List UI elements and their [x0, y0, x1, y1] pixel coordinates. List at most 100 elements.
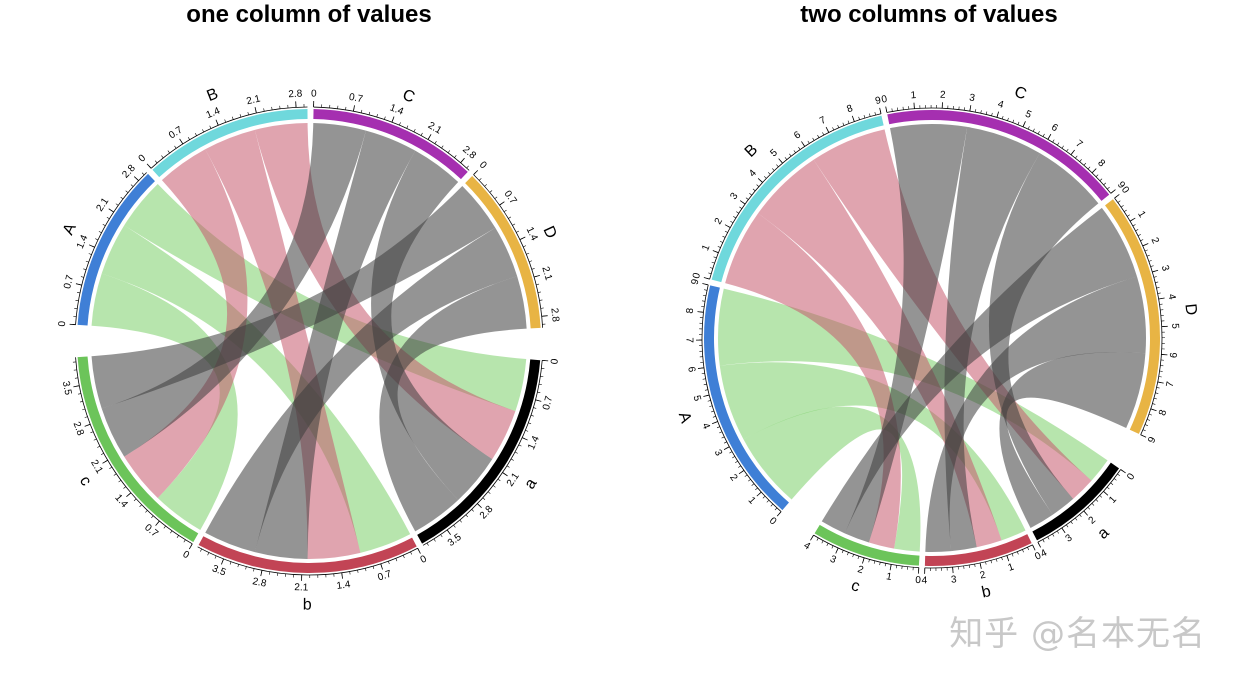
major-tick	[1091, 168, 1097, 174]
major-tick	[738, 470, 745, 475]
tick-label: 4	[1039, 547, 1049, 560]
major-tick	[756, 491, 762, 497]
tick-label: 1	[746, 495, 758, 507]
minor-tick	[1148, 413, 1152, 416]
tick-label: 4	[996, 99, 1005, 111]
sector-arc-D	[465, 176, 541, 329]
minor-tick	[703, 383, 707, 386]
tick-label: 2.8	[288, 88, 303, 100]
tick-label: 2	[940, 90, 946, 101]
tick-label: 1	[700, 243, 712, 253]
link-C-b	[944, 126, 1040, 552]
link-D-b	[925, 276, 1146, 552]
minor-tick	[991, 112, 993, 116]
tick-label: 6	[685, 366, 697, 373]
tick-label: 2.8	[71, 420, 86, 437]
minor-tick	[139, 504, 142, 507]
tick-label: 6	[1049, 122, 1060, 135]
minor-tick	[1152, 403, 1156, 405]
minor-tick	[874, 112, 876, 116]
tick-label: 3	[1064, 532, 1075, 544]
link-D-b	[205, 227, 518, 553]
major-tick	[1022, 121, 1026, 127]
major-tick	[353, 105, 355, 112]
sector-axis-B	[709, 113, 882, 280]
major-tick	[851, 115, 855, 122]
tick-label: 0	[881, 94, 889, 106]
minor-tick	[1153, 276, 1157, 278]
tick-label: 7	[683, 337, 694, 343]
minor-tick	[530, 414, 534, 417]
sector-a: 0 123 4 a	[1032, 462, 1138, 560]
minor-tick	[1124, 209, 1127, 212]
minor-tick	[253, 568, 255, 572]
tick-label: 0	[311, 88, 317, 99]
major-tick	[133, 176, 139, 181]
sector-label-c: c	[849, 577, 862, 596]
major-tick	[1006, 555, 1010, 562]
major-tick	[380, 563, 383, 570]
tick-label: 8	[1157, 408, 1169, 417]
tick-label: 1	[910, 90, 917, 101]
minor-tick	[434, 141, 437, 144]
minor-tick	[269, 571, 271, 575]
minor-tick	[95, 238, 99, 241]
link-B-b	[758, 159, 1002, 548]
minor-tick	[237, 564, 239, 568]
minor-tick	[75, 300, 79, 302]
tick-label: 0.7	[541, 395, 555, 412]
sector-D: 0 1 2 3 4 5 6 7 8 9 D	[1105, 185, 1200, 445]
major-tick	[521, 437, 528, 441]
minor-tick	[826, 543, 829, 547]
minor-tick	[738, 465, 741, 468]
tick-label: 1.4	[524, 225, 540, 243]
major-tick	[73, 385, 80, 388]
minor-tick	[1047, 536, 1050, 540]
minor-tick	[709, 267, 713, 269]
minor-tick	[841, 550, 844, 554]
minor-tick	[1099, 495, 1103, 498]
tick-label: 8	[685, 307, 697, 314]
minor-tick	[214, 555, 217, 559]
tick-label: 0	[1119, 185, 1131, 196]
major-tick	[502, 472, 508, 477]
minor-tick	[133, 498, 137, 502]
tick-label: 4	[747, 168, 759, 180]
minor-tick	[453, 524, 456, 528]
minor-tick	[1150, 265, 1154, 267]
tick-label: 2.1	[94, 196, 111, 214]
sector-axis-A	[701, 284, 782, 512]
link-B-c	[124, 149, 248, 498]
tick-label: 3	[728, 191, 740, 202]
minor-tick	[1017, 121, 1020, 125]
minor-tick	[766, 499, 770, 503]
minor-tick	[170, 530, 173, 534]
major-tick	[477, 503, 482, 509]
major-tick	[969, 105, 972, 112]
minor-tick	[702, 294, 706, 297]
major-tick	[889, 564, 892, 571]
minor-tick	[376, 114, 378, 118]
minor-tick	[1070, 521, 1073, 524]
minor-tick	[399, 122, 401, 126]
major-tick	[535, 399, 542, 402]
major-tick	[446, 529, 451, 535]
major-tick	[879, 107, 882, 114]
tick-label: 3.5	[446, 532, 464, 549]
minor-tick	[492, 485, 496, 488]
major-tick	[1140, 434, 1147, 438]
tick-label: 4	[921, 575, 927, 586]
sector-label-a: a	[521, 476, 540, 493]
minor-tick	[702, 378, 706, 380]
minor-tick	[239, 114, 242, 118]
minor-tick	[1117, 473, 1121, 477]
sector-label-a: a	[1095, 524, 1113, 543]
major-tick	[1142, 243, 1149, 247]
minor-tick	[776, 164, 779, 168]
major-tick	[1083, 510, 1088, 516]
minor-tick	[1158, 376, 1162, 378]
tick-label: 2.1	[245, 93, 261, 107]
minor-tick	[770, 503, 774, 507]
tick-label: 0	[419, 553, 429, 566]
minor-tick	[489, 190, 493, 193]
